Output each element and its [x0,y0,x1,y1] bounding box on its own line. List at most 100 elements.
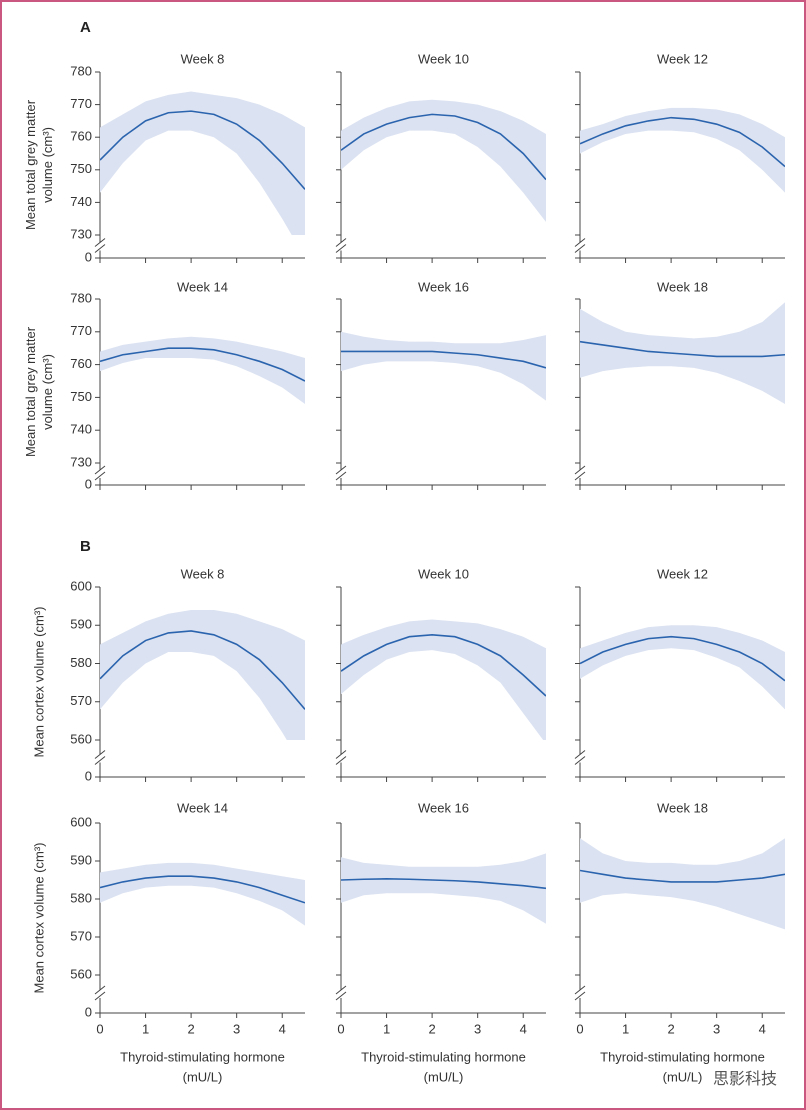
axis-break [574,985,586,1001]
axis-break [574,238,586,253]
x-axis-label: (mU/L) [663,1069,703,1084]
y-tick-label: 760 [70,356,92,371]
y-tick-label: 750 [70,161,92,176]
y-tick-label: 730 [70,226,92,241]
y-tick-label: 780 [70,63,92,78]
chart-title: Week 12 [657,51,708,66]
y-axis-label: volume (cm³) [40,354,55,430]
confidence-band [580,107,785,193]
plot-area [580,838,785,930]
y-tick-label: 0 [85,768,92,783]
y-tick-label: 0 [85,249,92,264]
chart-title: Week 10 [418,566,469,581]
x-tick-label: 3 [474,1021,481,1036]
x-tick-label: 4 [759,1021,766,1036]
chart-title: Week 10 [418,51,469,66]
line [580,116,785,168]
chart-title: Week 14 [177,279,228,294]
y-tick-label: 600 [70,578,92,593]
x-axis-label: Thyroid-stimulating hormone [120,1049,285,1064]
line [100,630,305,710]
axis-break [335,238,347,253]
axis-break [94,985,106,1001]
x-axis-label: Thyroid-stimulating hormone [361,1049,526,1064]
chart-title: Week 8 [181,566,225,581]
chart-title: Week 14 [177,800,228,815]
chart-title: Week 8 [181,51,225,66]
y-tick-label: 780 [70,290,92,305]
x-tick-label: 1 [622,1021,629,1036]
confidence-band [341,331,546,401]
y-tick-label: 580 [70,890,92,905]
x-axis-label: Thyroid-stimulating hormone [600,1049,765,1064]
line [580,340,785,358]
x-tick-label: 2 [187,1021,194,1036]
line [580,869,785,883]
confidence-band [100,862,305,926]
plot-area [580,302,785,404]
panel: Week 16 [335,279,546,490]
axis-break [335,985,347,1001]
panel: Week 16 0 1 2 3 4 Thyroid-stimulating hormone (… [335,800,546,1084]
x-tick-label: 1 [142,1021,149,1036]
axis-break [574,750,586,765]
x-tick-label: 0 [96,1021,103,1036]
line [341,113,546,181]
x-tick-label: 4 [279,1021,286,1036]
x-tick-label: 0 [576,1021,583,1036]
plot-area [341,331,546,401]
y-tick-label: 0 [85,476,92,491]
line [100,110,305,190]
y-axis-label: volume (cm³) [40,127,55,203]
chart-title: Week 18 [657,800,708,815]
y-tick-label: 590 [70,852,92,867]
confidence-band [341,853,546,924]
line [100,347,305,382]
axis-break [94,465,106,481]
chart-title: Week 16 [418,279,469,294]
confidence-band [580,838,785,930]
x-tick-label: 2 [428,1021,435,1036]
y-tick-label: 560 [70,731,92,746]
plot-area [580,625,785,710]
plot-area [580,107,785,193]
y-tick-label: 770 [70,323,92,338]
x-tick-label: 3 [233,1021,240,1036]
confidence-band [341,99,546,222]
line [580,635,785,682]
plot-area [341,99,546,222]
panel-label: A [80,19,91,36]
y-tick-label: 760 [70,129,92,144]
axis-break [335,465,347,481]
y-tick-label: 740 [70,422,92,437]
axis-break [94,238,106,253]
plot-area [100,609,305,740]
y-tick-label: 740 [70,194,92,209]
chart-title: Week 18 [657,279,708,294]
confidence-band [100,336,305,404]
chart-title: Week 12 [657,566,708,581]
y-tick-label: 730 [70,454,92,469]
chart-title: Week 16 [418,800,469,815]
x-tick-label: 0 [337,1021,344,1036]
x-tick-label: 4 [520,1021,527,1036]
line [341,350,546,369]
y-axis-label: Mean total grey matter [23,326,38,457]
y-tick-label: 600 [70,814,92,829]
panel: Week 18 0 1 2 3 4 Thyroid-stimulating hormone (… [574,800,785,1084]
plot-area [100,336,305,404]
y-axis-label: Mean total grey matter [23,99,38,230]
y-tick-label: 570 [70,928,92,943]
panel: Week 10 [335,566,546,782]
panel: Week 14 0 560 570 580 590 600 0 1 2 3 4 Mean cortex … [31,800,305,1084]
confidence-band [100,609,305,740]
plot-area [341,619,546,740]
y-tick-label: 580 [70,655,92,670]
panel: Week 12 [574,51,785,263]
y-tick-label: 750 [70,389,92,404]
y-tick-label: 0 [85,1004,92,1019]
axis-break [94,750,106,765]
panel: Week 10 [335,51,546,263]
line [341,634,546,697]
